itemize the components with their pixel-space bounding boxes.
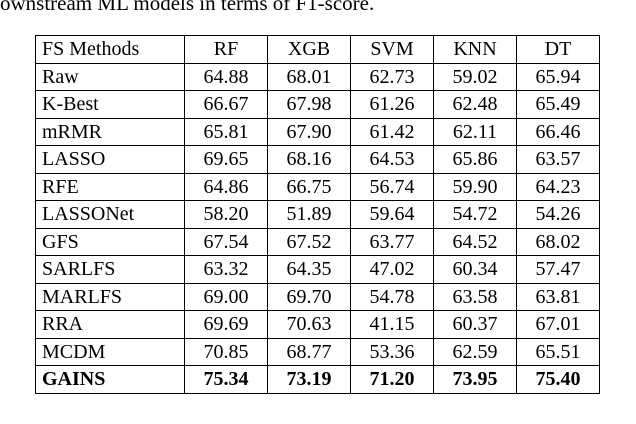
- cell: 69.70: [267, 282, 351, 311]
- row-label: SARLFS: [35, 255, 185, 284]
- table-row: RFE 64.86 66.75 56.74 59.90 64.23: [35, 172, 600, 201]
- row-label: GAINS: [35, 365, 185, 394]
- cell: 56.74: [350, 172, 434, 201]
- row-label: FS Methods: [35, 35, 185, 64]
- table-row: MCDM 70.85 68.77 53.36 62.59 65.51: [35, 337, 600, 366]
- row-label: LASSO: [35, 145, 185, 174]
- cell: DT: [516, 35, 600, 64]
- results-table: FS Methods RF XGB SVM KNN DT Raw 64.88 68.01 62.7…: [35, 35, 600, 394]
- row-label: MCDM: [35, 337, 185, 366]
- cell: 57.47: [516, 255, 600, 284]
- table-row: Raw 64.88 68.01 62.73 59.02 65.94: [35, 62, 600, 91]
- cell: 54.72: [433, 200, 517, 229]
- table-row: GFS 67.54 67.52 63.77 64.52 68.02: [35, 227, 600, 256]
- cell: 63.58: [433, 282, 517, 311]
- row-label: MARLFS: [35, 282, 185, 311]
- table-row: K-Best 66.67 67.98 61.26 62.48 65.49: [35, 90, 600, 119]
- cell: 65.81: [184, 117, 268, 146]
- cell: 63.57: [516, 145, 600, 174]
- cell: RF: [184, 35, 268, 64]
- cell: 68.02: [516, 227, 600, 256]
- cell: 62.11: [433, 117, 517, 146]
- cell: 67.90: [267, 117, 351, 146]
- caption: ownstream ML models in terms of F1-score…: [0, 0, 375, 15]
- cell: 67.01: [516, 310, 600, 339]
- cell: 59.64: [350, 200, 434, 229]
- cell: 58.20: [184, 200, 268, 229]
- cell: 73.19: [267, 365, 351, 394]
- cell: 63.77: [350, 227, 434, 256]
- cell: 67.98: [267, 90, 351, 119]
- cell: 64.86: [184, 172, 268, 201]
- cell: 59.90: [433, 172, 517, 201]
- cell: 65.51: [516, 337, 600, 366]
- cell: 66.67: [184, 90, 268, 119]
- cell: 60.34: [433, 255, 517, 284]
- cell: 64.88: [184, 62, 268, 91]
- cell: 65.86: [433, 145, 517, 174]
- cell: 60.37: [433, 310, 517, 339]
- table-row: mRMR 65.81 67.90 61.42 62.11 66.46: [35, 117, 600, 146]
- table-row: FS Methods RF XGB SVM KNN DT: [35, 35, 600, 64]
- cell: 75.34: [184, 365, 268, 394]
- row-label: GFS: [35, 227, 185, 256]
- cell: 69.65: [184, 145, 268, 174]
- cell: 75.40: [516, 365, 600, 394]
- cell: 64.53: [350, 145, 434, 174]
- cell: 65.94: [516, 62, 600, 91]
- cell: SVM: [350, 35, 434, 64]
- row-label: LASSONet: [35, 200, 185, 229]
- cell: 69.00: [184, 282, 268, 311]
- cell: 68.77: [267, 337, 351, 366]
- cell: KNN: [433, 35, 517, 64]
- cell: 61.26: [350, 90, 434, 119]
- cell: 61.42: [350, 117, 434, 146]
- cell: 67.52: [267, 227, 351, 256]
- cell: 64.23: [516, 172, 600, 201]
- cell: 69.69: [184, 310, 268, 339]
- cell: 62.73: [350, 62, 434, 91]
- table-row: LASSO 69.65 68.16 64.53 65.86 63.57: [35, 145, 600, 174]
- row-label: mRMR: [35, 117, 185, 146]
- cell: 54.26: [516, 200, 600, 229]
- table-row: LASSONet 58.20 51.89 59.64 54.72 54.26: [35, 200, 600, 229]
- cell: 63.81: [516, 282, 600, 311]
- cell: 63.32: [184, 255, 268, 284]
- table-row: RRA 69.69 70.63 41.15 60.37 67.01: [35, 310, 600, 339]
- cell: 47.02: [350, 255, 434, 284]
- row-label: K-Best: [35, 90, 185, 119]
- cell: 70.85: [184, 337, 268, 366]
- cell: 66.75: [267, 172, 351, 201]
- cell: 62.48: [433, 90, 517, 119]
- cell: 54.78: [350, 282, 434, 311]
- row-label: Raw: [35, 62, 185, 91]
- cell: 73.95: [433, 365, 517, 394]
- row-label: RFE: [35, 172, 185, 201]
- cell: 64.52: [433, 227, 517, 256]
- cell: 70.63: [267, 310, 351, 339]
- cell: 68.16: [267, 145, 351, 174]
- table-row: GAINS 75.34 73.19 71.20 73.95 75.40: [35, 365, 600, 394]
- table-row: MARLFS 69.00 69.70 54.78 63.58 63.81: [35, 282, 600, 311]
- cell: 41.15: [350, 310, 434, 339]
- row-label: RRA: [35, 310, 185, 339]
- cell: 62.59: [433, 337, 517, 366]
- cell: 67.54: [184, 227, 268, 256]
- cell: 71.20: [350, 365, 434, 394]
- table-row: SARLFS 63.32 64.35 47.02 60.34 57.47: [35, 255, 600, 284]
- cell: 51.89: [267, 200, 351, 229]
- cell: 68.01: [267, 62, 351, 91]
- cell: 59.02: [433, 62, 517, 91]
- cell: 64.35: [267, 255, 351, 284]
- cell: 66.46: [516, 117, 600, 146]
- cell: 65.49: [516, 90, 600, 119]
- cell: XGB: [267, 35, 351, 64]
- cell: 53.36: [350, 337, 434, 366]
